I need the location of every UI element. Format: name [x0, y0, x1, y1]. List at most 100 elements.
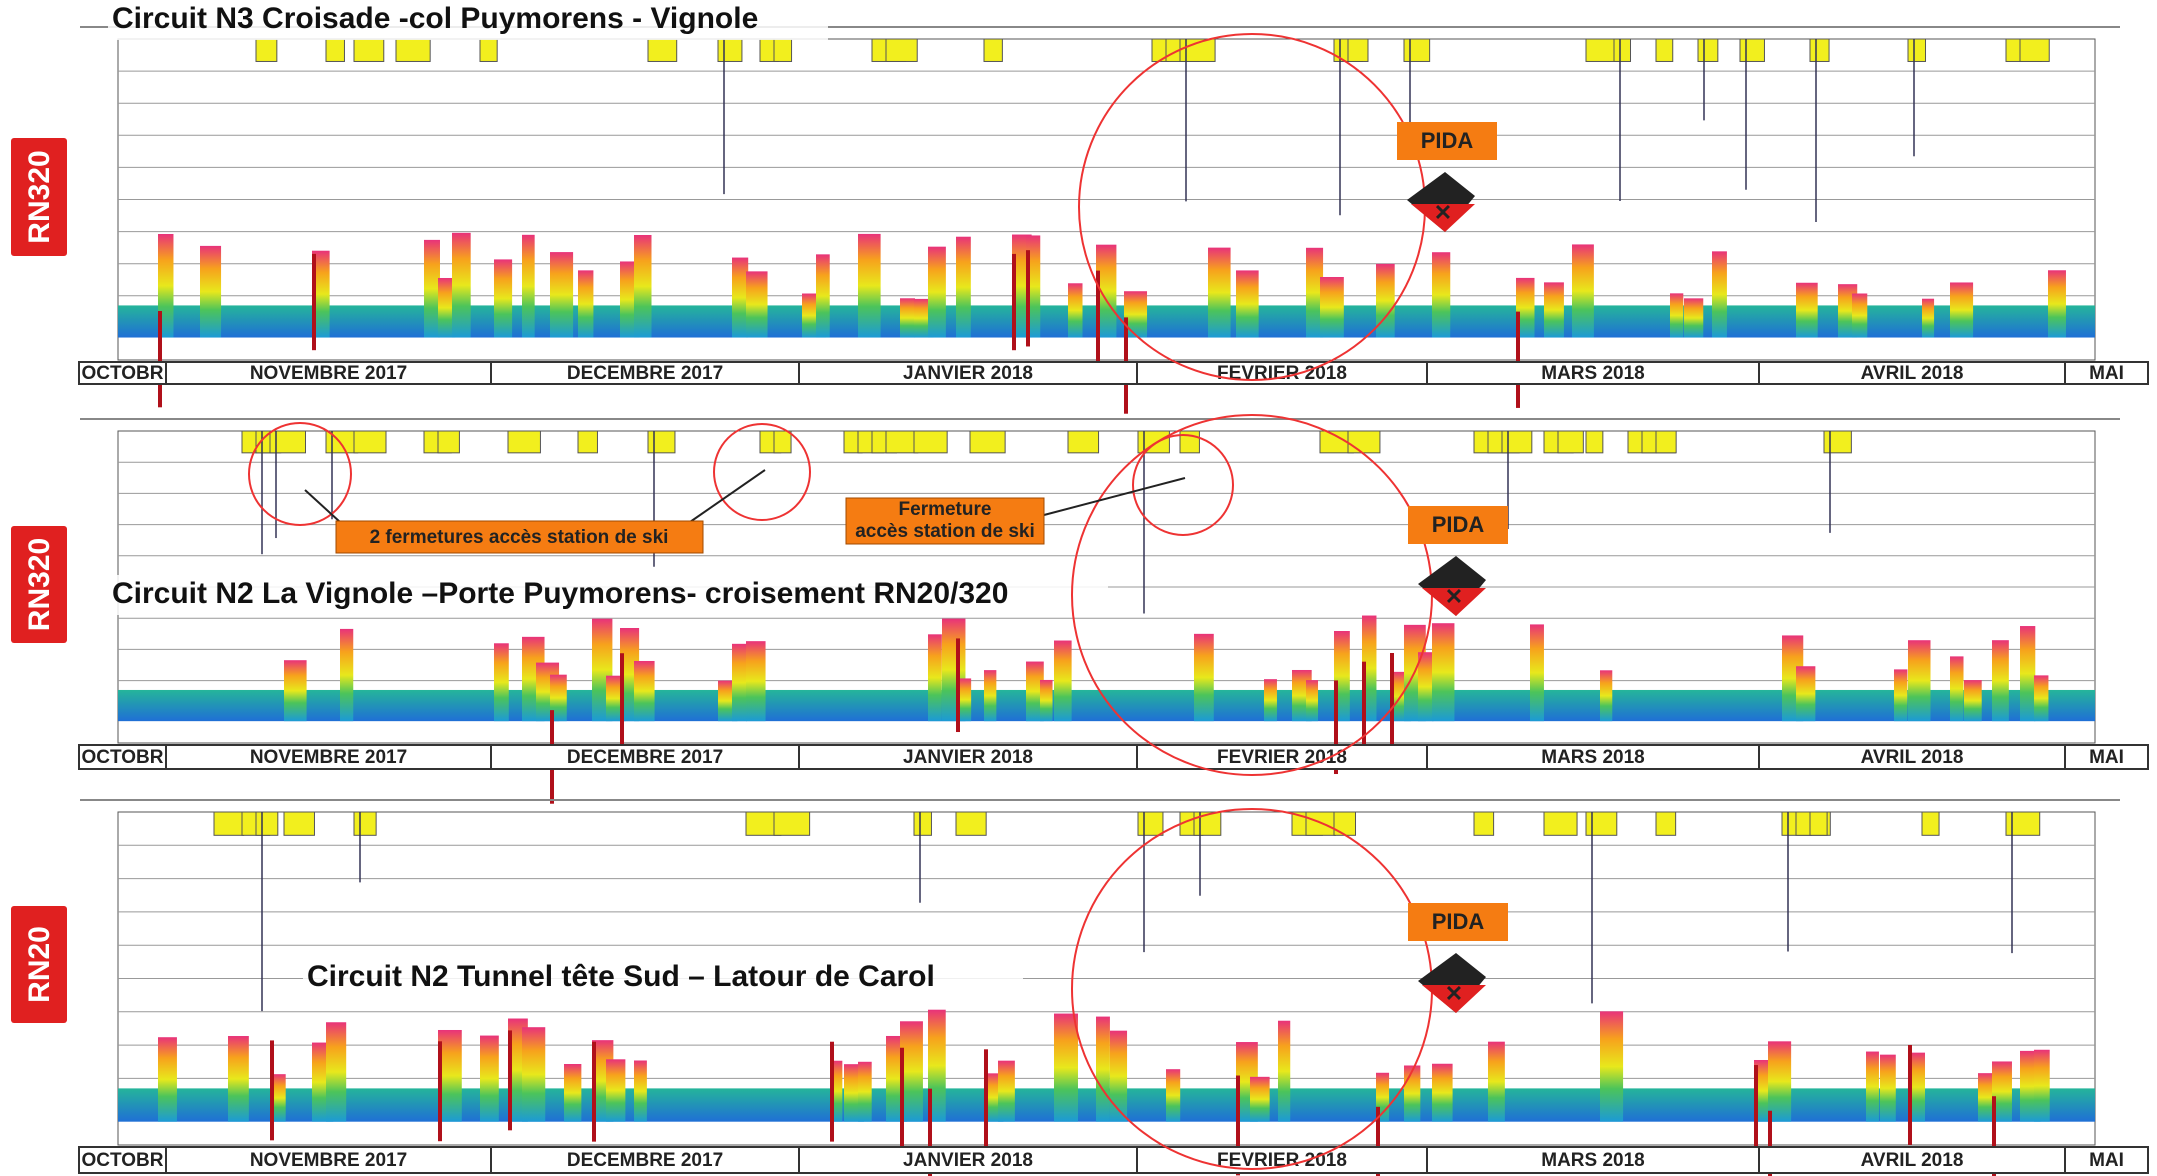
top-block — [885, 38, 918, 62]
callout-text: 2 fermetures accès station de ski — [370, 527, 669, 548]
peak — [578, 270, 594, 338]
month-label: JANVIER 2018 — [903, 747, 1033, 768]
peak — [900, 1021, 923, 1122]
top-block — [1907, 38, 1927, 62]
top-block — [269, 430, 307, 454]
peak — [606, 1059, 626, 1122]
peak — [340, 628, 354, 722]
peak — [1488, 1041, 1505, 1122]
peak — [1040, 679, 1053, 722]
peak — [494, 643, 509, 722]
top-block — [1809, 811, 1828, 836]
top-block — [437, 430, 460, 454]
top-block — [1347, 38, 1369, 62]
peak — [494, 259, 513, 338]
avalanche-icon — [1407, 172, 1475, 232]
peak — [634, 234, 652, 338]
peak — [928, 246, 946, 338]
top-block — [395, 38, 431, 62]
month-label: OCTOBR — [82, 1150, 164, 1171]
peak — [1908, 640, 1931, 722]
peak — [1320, 276, 1344, 338]
pida-box — [1408, 903, 1508, 941]
top-block — [577, 430, 598, 454]
month-label: JANVIER 2018 — [903, 363, 1033, 384]
avalanche-icon — [1418, 556, 1486, 616]
peak — [858, 1061, 872, 1122]
pida-label: PIDA — [1421, 128, 1474, 153]
peak — [1768, 1041, 1792, 1122]
top-block — [717, 38, 743, 62]
month-label: MAI — [2089, 747, 2124, 768]
peak — [326, 1022, 347, 1122]
peak — [438, 1029, 462, 1122]
top-block — [213, 811, 245, 836]
peak — [1432, 1063, 1453, 1122]
red-bar — [1334, 680, 1338, 775]
month-label: AVRIL 2018 — [1861, 363, 1964, 384]
red-bar — [1236, 1075, 1240, 1176]
road-label: RN320 — [23, 150, 56, 243]
top-block — [325, 38, 345, 62]
month-label: DECEMBRE 2017 — [567, 363, 723, 384]
top-block — [983, 38, 1003, 62]
red-bar — [984, 1049, 988, 1150]
peak — [1544, 282, 1564, 338]
top-block — [507, 430, 541, 454]
top-block — [1557, 430, 1584, 454]
peak — [1376, 263, 1395, 338]
title-bg — [108, 575, 1108, 615]
top-block — [1613, 38, 1632, 62]
month-bar — [78, 744, 2149, 770]
peak — [1166, 1069, 1181, 1122]
road-badge — [11, 906, 67, 1023]
top-block — [773, 811, 811, 836]
peak — [900, 298, 915, 338]
closure-circle — [713, 423, 811, 521]
peak — [1796, 282, 1818, 338]
month-label: NOVEMBRE 2017 — [250, 747, 407, 768]
peak — [1054, 640, 1072, 722]
pida-label: PIDA — [1432, 909, 1485, 934]
peak — [1418, 652, 1434, 722]
red-bar — [1516, 311, 1520, 408]
title-bg — [108, 0, 828, 40]
band — [118, 689, 2095, 722]
red-bar — [830, 1041, 834, 1142]
road-label: RN320 — [23, 538, 56, 631]
peak — [1572, 244, 1594, 338]
top-block — [353, 38, 385, 62]
peak — [1712, 251, 1727, 338]
panel: OCTOBR NOVEMBRE 2017 DECEMBRE 2017 JANVIER … — [11, 0, 2149, 414]
peak — [1880, 1054, 1896, 1122]
red-bar — [1012, 253, 1016, 351]
top-block — [2005, 811, 2041, 836]
month-label: MAI — [2089, 363, 2124, 384]
title-bg — [303, 958, 1023, 998]
peak — [1124, 291, 1148, 338]
red-bar — [1908, 1044, 1912, 1145]
top-block — [1403, 38, 1431, 62]
road-badge — [11, 526, 67, 643]
top-block — [1921, 811, 1940, 836]
pida-label: PIDA — [1432, 512, 1485, 537]
month-label: MARS 2018 — [1541, 747, 1645, 768]
peak — [200, 245, 222, 338]
peak — [928, 634, 942, 722]
peak — [1600, 1011, 1624, 1122]
top-block — [479, 38, 498, 62]
peak — [1026, 661, 1044, 722]
top-block — [773, 430, 792, 454]
peak — [438, 277, 456, 338]
red-bar — [928, 1088, 932, 1176]
month-label: MAI — [2089, 1150, 2124, 1171]
month-label: DECEMBRE 2017 — [567, 747, 723, 768]
avalanche-x: ✕ — [1445, 584, 1463, 609]
callout-box — [845, 497, 1045, 545]
peak — [1306, 247, 1324, 338]
red-bar — [900, 1047, 904, 1148]
avalanche-x: ✕ — [1434, 200, 1452, 225]
peak — [1852, 293, 1868, 338]
red-bar — [438, 1041, 442, 1142]
month-bar — [78, 361, 2149, 385]
